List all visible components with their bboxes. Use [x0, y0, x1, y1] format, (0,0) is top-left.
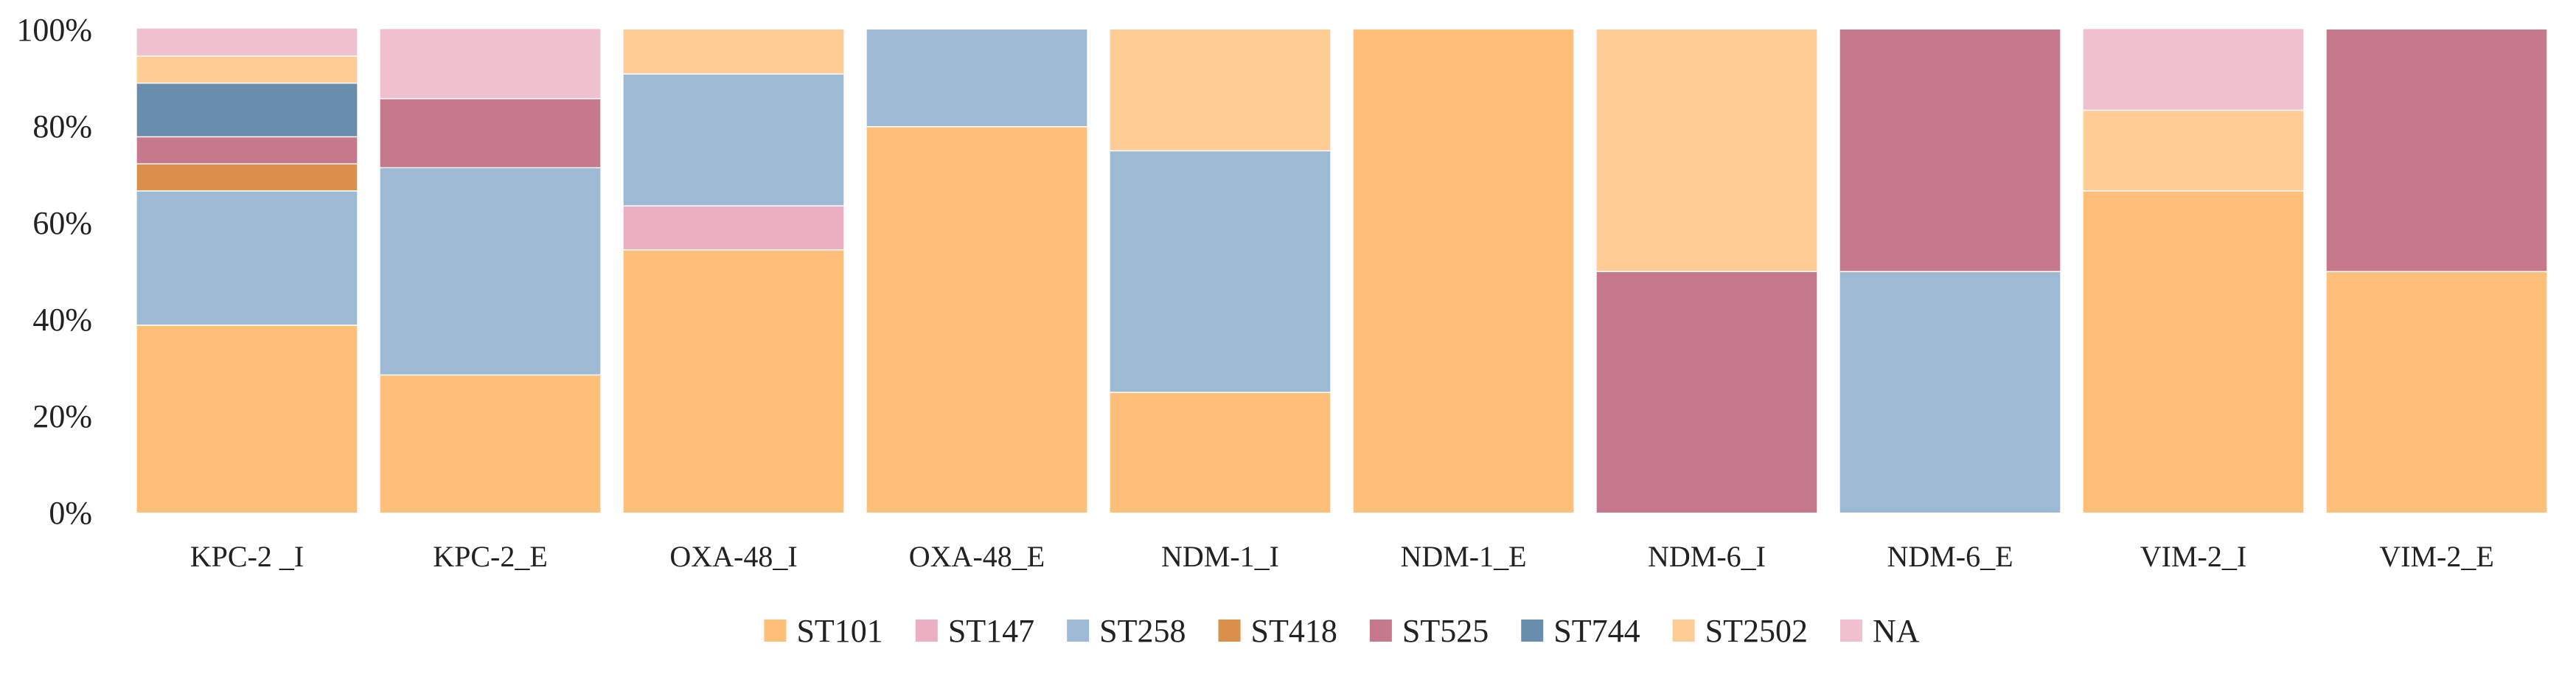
bar-segment-st2502 — [2083, 109, 2304, 191]
x-tick-label: NDM-1_I — [1161, 540, 1279, 573]
legend-item-na: NA — [1839, 613, 1920, 649]
legend-item-st744: ST744 — [1521, 613, 1640, 649]
bar-segment-st525 — [2326, 30, 2547, 271]
y-tick-label: 60% — [32, 205, 92, 241]
bar-segment-st525 — [1839, 30, 2061, 271]
legend-label: NA — [1873, 613, 1920, 649]
bar-segment-st2502 — [1596, 30, 1817, 271]
legend-label: ST258 — [1099, 613, 1186, 649]
legend-swatch — [764, 620, 787, 642]
legend-swatch — [1067, 620, 1090, 642]
legend-item-st418: ST418 — [1218, 613, 1337, 649]
legend-swatch — [1521, 620, 1544, 642]
legend-item-st2502: ST2502 — [1672, 613, 1808, 649]
legend-label: ST525 — [1402, 613, 1489, 649]
x-tick-label: NDM-1_E — [1400, 540, 1526, 573]
bar-segment-st258 — [136, 190, 358, 325]
bar-segment-st525 — [136, 136, 358, 164]
bar-segment-st258 — [1110, 150, 1331, 392]
bar-segment-st744 — [136, 83, 358, 136]
y-tick-label: 40% — [32, 302, 92, 338]
bar-segment-st525 — [380, 98, 601, 167]
y-tick-label: 80% — [32, 108, 92, 145]
bar-segment-st101 — [2083, 190, 2304, 513]
x-tick-label: NDM-6_E — [1887, 540, 2013, 573]
bar-stack — [623, 30, 844, 513]
x-tick-label: VIM-2_I — [2140, 540, 2246, 573]
bar-segment-st2502 — [136, 55, 358, 83]
legend-label: ST2502 — [1705, 613, 1808, 649]
bar-area — [136, 28, 2547, 513]
bar-stack — [136, 28, 358, 513]
bar-stack — [1596, 30, 1817, 513]
legend-swatch — [1839, 620, 1862, 642]
bar-stack — [1110, 30, 1331, 513]
legend-label: ST744 — [1553, 613, 1640, 649]
legend-swatch — [1218, 620, 1241, 642]
bar-segment-st258 — [623, 73, 844, 206]
bar-segment-st101 — [1353, 30, 1574, 513]
legend-label: ST101 — [796, 613, 883, 649]
x-tick-label: NDM-6_I — [1648, 540, 1766, 573]
legend-swatch — [1369, 620, 1392, 642]
bar-segment-st101 — [2326, 271, 2547, 513]
bar-stack — [380, 29, 601, 513]
x-tick-label: OXA-48_E — [909, 540, 1045, 573]
bar-stack — [2326, 30, 2547, 513]
legend-label: ST147 — [948, 613, 1034, 649]
x-tick-label: KPC-2_E — [433, 540, 548, 573]
bar-stack — [2083, 29, 2304, 513]
legend-item-st101: ST101 — [764, 613, 883, 649]
legend-swatch — [1672, 620, 1695, 642]
legend-item-st258: ST258 — [1067, 613, 1186, 649]
bar-stack — [866, 30, 1087, 513]
bar-segment-st101 — [866, 126, 1087, 513]
legend-swatch — [915, 620, 938, 642]
x-tick-label: KPC-2 _I — [190, 540, 304, 573]
bar-segment-st2502 — [623, 30, 844, 74]
y-axis: 0% 20% 40% 60% 80% 100% — [16, 12, 92, 531]
bar-segment-st101 — [623, 249, 844, 513]
bar-segment-st101 — [380, 374, 601, 513]
bar-segment-st2502 — [1110, 30, 1331, 150]
bar-segment-st101 — [136, 325, 358, 513]
x-tick-label: OXA-48_I — [669, 540, 797, 573]
bar-segment-st101 — [1110, 392, 1331, 513]
bar-segment-st258 — [1839, 271, 2061, 513]
legend: ST101 ST147 ST258 ST418 ST525 ST744 ST2502 NA — [764, 613, 1920, 649]
legend-label: ST418 — [1251, 613, 1337, 649]
bar-segment-st258 — [380, 167, 601, 375]
bar-segment-st418 — [136, 163, 358, 191]
y-tick-label: 20% — [32, 398, 92, 434]
bar-segment-na — [380, 29, 601, 99]
bar-segment-st525 — [1596, 271, 1817, 513]
bar-stack — [1353, 30, 1574, 513]
y-tick-label: 100% — [16, 12, 92, 48]
bar-segment-st258 — [866, 30, 1087, 126]
legend-item-st525: ST525 — [1369, 613, 1489, 649]
x-tick-label: VIM-2_E — [2379, 540, 2494, 573]
bar-segment-na — [2083, 29, 2304, 110]
bar-segment-st147 — [623, 205, 844, 250]
bar-segment-na — [136, 28, 358, 56]
bar-stack — [1839, 30, 2061, 513]
y-tick-label: 0% — [49, 495, 92, 531]
legend-item-st147: ST147 — [915, 613, 1034, 649]
x-axis: KPC-2 _I KPC-2_E OXA-48_I OXA-48_E NDM-1_I ND… — [190, 540, 2494, 573]
